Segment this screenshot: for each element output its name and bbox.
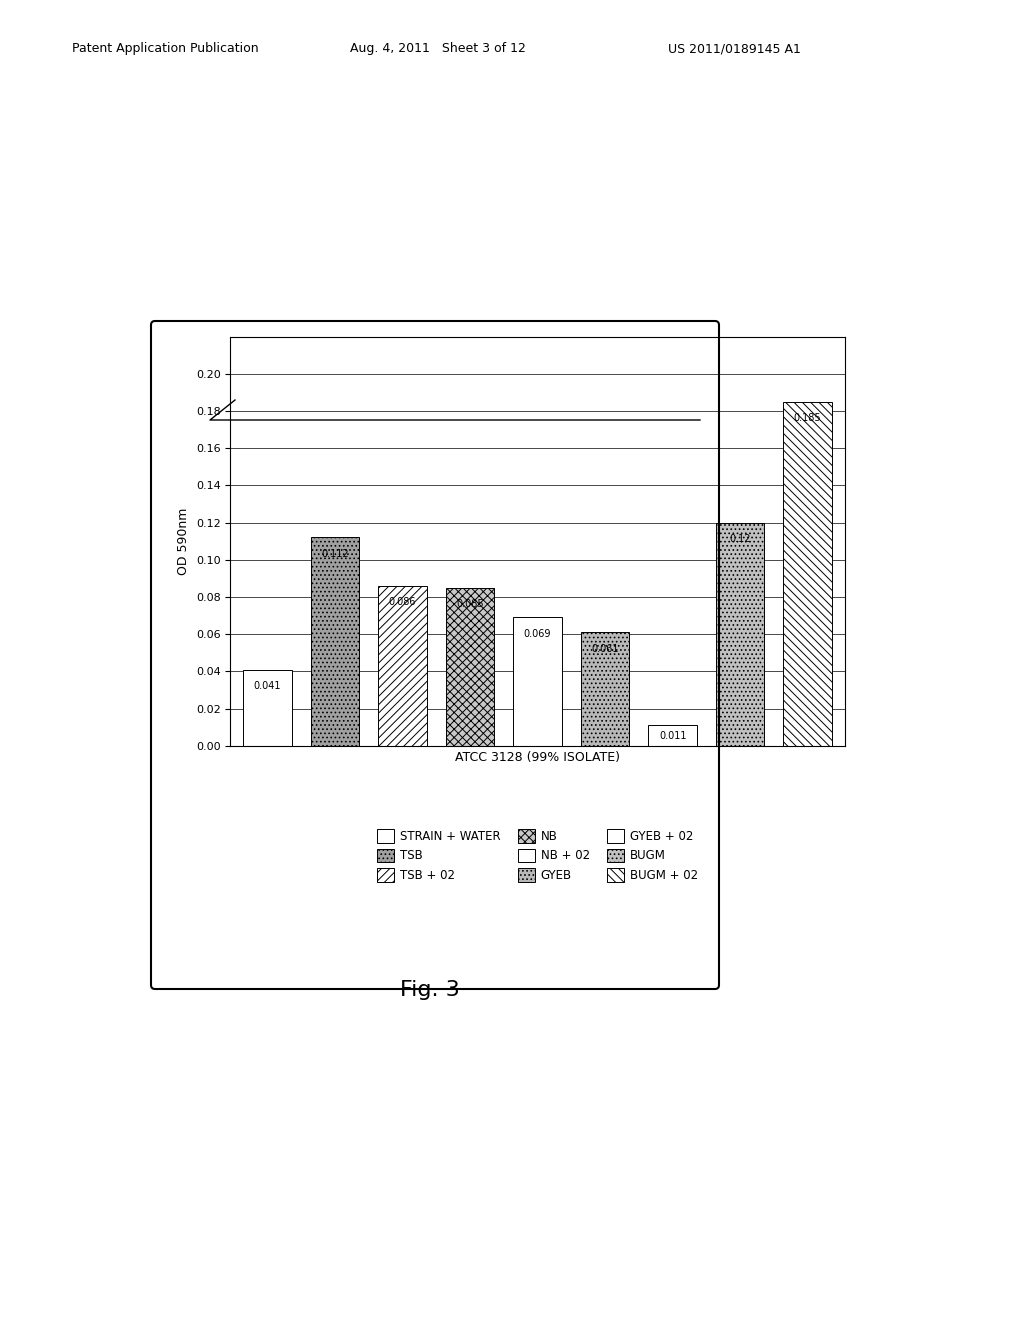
Text: 0.185: 0.185	[794, 413, 821, 422]
Bar	[648, 725, 697, 746]
Text: 0.086: 0.086	[389, 597, 417, 607]
Text: 0.12: 0.12	[729, 533, 751, 544]
X-axis label: ATCC 3128 (99% ISOLATE): ATCC 3128 (99% ISOLATE)	[455, 751, 621, 764]
Text: Aug. 4, 2011   Sheet 3 of 12: Aug. 4, 2011 Sheet 3 of 12	[350, 42, 526, 55]
Y-axis label: OD 590nm: OD 590nm	[177, 507, 190, 576]
Legend: STRAIN + WATER, TSB, TSB + 02, NB, NB + 02, GYEB, GYEB + 02, BUGM, BUGM + 02: STRAIN + WATER, TSB, TSB + 02, NB, NB + …	[374, 825, 701, 886]
Text: US 2011/0189145 A1: US 2011/0189145 A1	[668, 42, 801, 55]
Text: 0.085: 0.085	[457, 599, 484, 609]
Text: 0.041: 0.041	[254, 681, 282, 690]
Bar	[378, 586, 427, 746]
Bar	[581, 632, 630, 746]
Bar	[244, 669, 292, 746]
Bar	[716, 523, 765, 746]
Bar	[513, 618, 562, 746]
Bar	[445, 587, 495, 746]
Bar	[310, 537, 359, 746]
Text: 0.061: 0.061	[592, 644, 618, 653]
Text: Patent Application Publication: Patent Application Publication	[72, 42, 259, 55]
Text: 0.112: 0.112	[322, 549, 349, 558]
Text: Fig. 3: Fig. 3	[400, 979, 460, 1001]
Text: 0.069: 0.069	[524, 628, 551, 639]
Text: 0.011: 0.011	[658, 731, 686, 741]
Bar	[783, 401, 831, 746]
